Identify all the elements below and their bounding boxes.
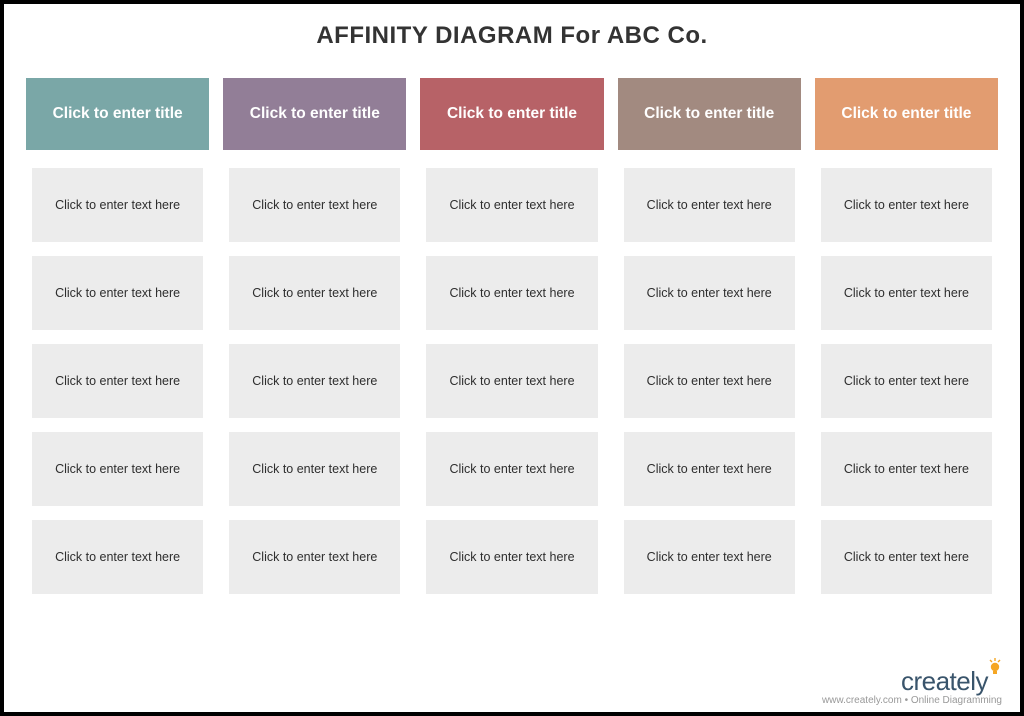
affinity-card[interactable]: Click to enter text here — [821, 520, 992, 594]
affinity-column: Click to enter title Click to enter text… — [618, 78, 801, 594]
affinity-card[interactable]: Click to enter text here — [624, 168, 795, 242]
logo-text: creately — [901, 666, 988, 697]
column-cards: Click to enter text here Click to enter … — [223, 168, 406, 594]
affinity-card[interactable]: Click to enter text here — [624, 256, 795, 330]
affinity-column: Click to enter title Click to enter text… — [223, 78, 406, 594]
affinity-card[interactable]: Click to enter text here — [624, 432, 795, 506]
affinity-card[interactable]: Click to enter text here — [821, 432, 992, 506]
affinity-card[interactable]: Click to enter text here — [229, 344, 400, 418]
affinity-card[interactable]: Click to enter text here — [821, 256, 992, 330]
column-header[interactable]: Click to enter title — [815, 78, 998, 150]
affinity-card[interactable]: Click to enter text here — [821, 168, 992, 242]
affinity-card[interactable]: Click to enter text here — [32, 256, 203, 330]
affinity-card[interactable]: Click to enter text here — [32, 520, 203, 594]
affinity-card[interactable]: Click to enter text here — [229, 432, 400, 506]
affinity-card[interactable]: Click to enter text here — [32, 344, 203, 418]
column-header[interactable]: Click to enter title — [618, 78, 801, 150]
affinity-card[interactable]: Click to enter text here — [229, 256, 400, 330]
footer-tagline: www.creately.com • Online Diagramming — [822, 695, 1002, 706]
column-cards: Click to enter text here Click to enter … — [618, 168, 801, 594]
column-header[interactable]: Click to enter title — [223, 78, 406, 150]
affinity-card[interactable]: Click to enter text here — [229, 520, 400, 594]
column-header[interactable]: Click to enter title — [420, 78, 603, 150]
affinity-card[interactable]: Click to enter text here — [32, 432, 203, 506]
column-header[interactable]: Click to enter title — [26, 78, 209, 150]
column-cards: Click to enter text here Click to enter … — [26, 168, 209, 594]
column-cards: Click to enter text here Click to enter … — [815, 168, 998, 594]
lightbulb-icon — [988, 658, 1002, 683]
diagram-frame: AFFINITY DIAGRAM For ABC Co. Click to en… — [0, 0, 1024, 716]
affinity-card[interactable]: Click to enter text here — [624, 344, 795, 418]
affinity-card[interactable]: Click to enter text here — [624, 520, 795, 594]
affinity-card[interactable]: Click to enter text here — [426, 168, 597, 242]
affinity-card[interactable]: Click to enter text here — [32, 168, 203, 242]
affinity-card[interactable]: Click to enter text here — [426, 520, 597, 594]
affinity-card[interactable]: Click to enter text here — [426, 432, 597, 506]
affinity-card[interactable]: Click to enter text here — [426, 344, 597, 418]
creately-logo: creately — [822, 666, 1002, 697]
affinity-card[interactable]: Click to enter text here — [426, 256, 597, 330]
diagram-title: AFFINITY DIAGRAM For ABC Co. — [26, 22, 998, 50]
affinity-grid: Click to enter title Click to enter text… — [26, 78, 998, 594]
column-cards: Click to enter text here Click to enter … — [420, 168, 603, 594]
affinity-card[interactable]: Click to enter text here — [229, 168, 400, 242]
footer: creately www.creately.com • Online Diagr… — [822, 666, 1002, 706]
affinity-column: Click to enter title Click to enter text… — [420, 78, 603, 594]
affinity-column: Click to enter title Click to enter text… — [815, 78, 998, 594]
affinity-column: Click to enter title Click to enter text… — [26, 78, 209, 594]
affinity-card[interactable]: Click to enter text here — [821, 344, 992, 418]
